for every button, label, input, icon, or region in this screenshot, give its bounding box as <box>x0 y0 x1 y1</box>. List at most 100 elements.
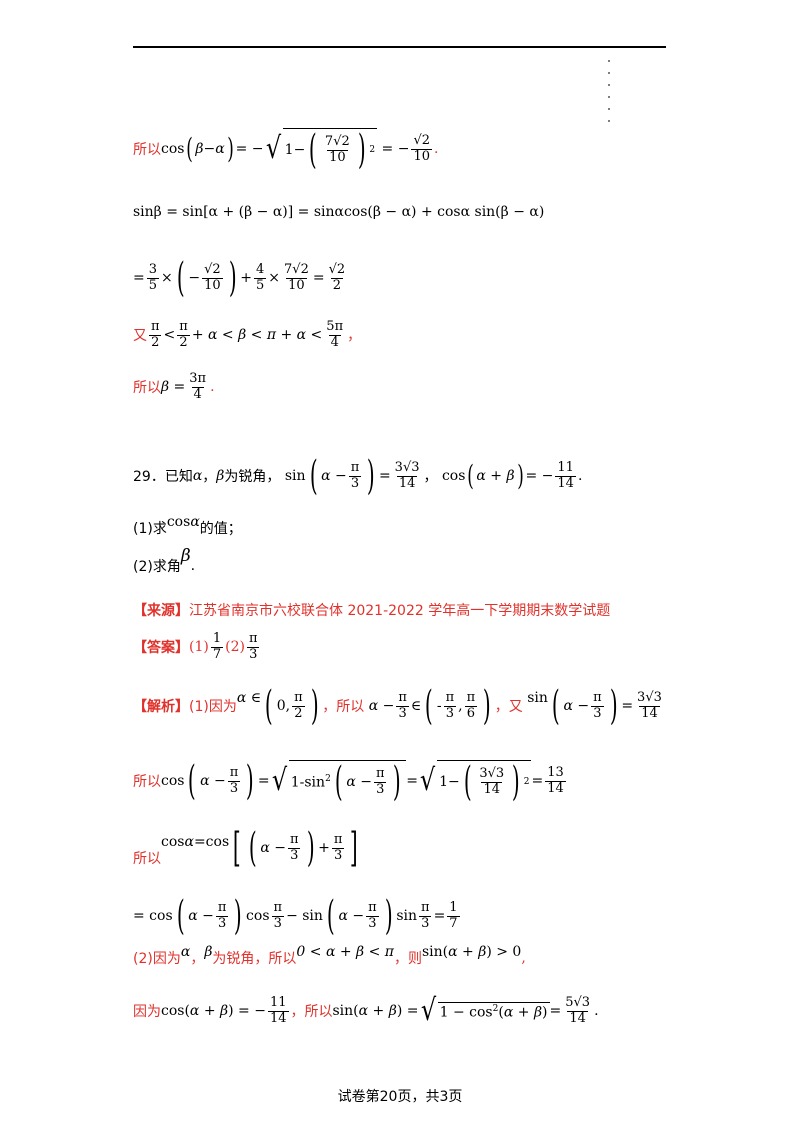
den: 4 <box>328 334 341 350</box>
paren: ( <box>176 893 185 939</box>
paren: ) <box>384 893 393 939</box>
so: ，所以 <box>322 699 365 715</box>
den: 10 <box>202 277 223 293</box>
prefix-suoyi: 所以 <box>133 380 161 397</box>
num: π <box>151 319 160 334</box>
acute-text: 为锐角， <box>224 469 281 485</box>
den: 14 <box>639 705 660 721</box>
num: π <box>350 459 360 475</box>
sqrt-expr: √ 1 − cos2(α + β) <box>419 996 550 1026</box>
part-2: (2)求角 β . <box>133 546 195 576</box>
comma: ， <box>190 951 205 967</box>
den: 3 <box>396 705 409 721</box>
beta-eq: β = <box>161 379 186 396</box>
frac-7root2-10: 7√2 10 <box>282 262 311 294</box>
den: 10 <box>286 277 307 293</box>
cos: cos <box>161 773 185 789</box>
den: 3 <box>366 915 379 931</box>
paren: ( <box>309 453 318 499</box>
den: 3 <box>271 915 284 931</box>
den: 3 <box>374 781 387 797</box>
num: √2 <box>328 261 346 277</box>
ans2: (2) <box>225 639 245 656</box>
num: 1 <box>212 631 222 646</box>
num: π <box>229 764 239 780</box>
question-number: 29．已知 <box>133 469 193 485</box>
den: 2 <box>177 334 190 350</box>
paren: ) <box>516 459 524 492</box>
eq: = <box>378 468 391 484</box>
paren: ) <box>226 132 234 165</box>
num: 7√2 <box>324 133 350 149</box>
num: 11 <box>557 459 574 475</box>
num: 3 <box>148 261 158 277</box>
one-minus: 1− <box>439 774 460 790</box>
header-rule <box>133 46 666 48</box>
eq: = <box>133 270 145 286</box>
frac-root2-10: √2 10 <box>411 133 433 165</box>
den: 4 <box>191 386 204 402</box>
source-text: 江苏省南京市六校联合体 2021-2022 学年高一下学期期末数学试题 <box>189 603 611 619</box>
cos: cos <box>246 908 270 924</box>
frac-13-14: 13 14 <box>545 765 566 797</box>
eq: = <box>312 270 325 286</box>
den: 5 <box>146 277 160 293</box>
p2-then: ，则 <box>393 951 422 967</box>
den: 3 <box>348 475 362 491</box>
bracket: [ <box>233 825 241 871</box>
alpha-minus: α − <box>188 908 214 924</box>
source-line: 【来源】 江苏省南京市六校联合体 2021-2022 学年高一下学期期末数学试题 <box>133 600 610 620</box>
den: 2 <box>330 277 343 293</box>
alpha-minus: α − <box>346 774 373 790</box>
num: 3π <box>189 371 207 386</box>
expr-cos: cos <box>161 141 185 157</box>
part1-tail: 的值； <box>199 521 242 537</box>
prefix-you: 又 <box>133 328 147 345</box>
so: 所以 <box>133 774 161 790</box>
eq: = <box>531 773 544 789</box>
frac-11-14: 11 14 <box>267 995 289 1027</box>
paren: ) <box>310 683 319 729</box>
minus: - <box>436 698 442 714</box>
alpha: α <box>180 944 191 960</box>
radical: √ <box>419 763 436 798</box>
eq-minus: = − <box>235 141 264 157</box>
den: 10 <box>411 148 433 164</box>
den: 3 <box>227 780 241 796</box>
num: π <box>368 899 377 915</box>
num: 1 <box>449 899 458 915</box>
solution-line-5: (2)因为 α ， β 为锐角，所以 0 < α + β < π ，则 sin(… <box>133 944 526 968</box>
paren: ( <box>186 132 194 165</box>
sqrt-body: 1− ( 7√2 10 ) 2 <box>282 128 378 170</box>
margin-dots <box>600 58 620 128</box>
ans1: (1) <box>189 639 209 656</box>
num: 3√3 <box>479 765 505 781</box>
comma: ， <box>347 328 362 345</box>
num: 5√3 <box>565 995 591 1010</box>
den: 14 <box>481 781 502 797</box>
den: 7 <box>447 915 460 931</box>
den: 14 <box>567 1010 588 1026</box>
alpha-minus: α − <box>563 698 590 714</box>
num: √2 <box>204 261 221 277</box>
paren: ) <box>512 759 520 805</box>
p3-so: ，所以 <box>290 1004 333 1021</box>
p2-intro: (2)因为 <box>133 951 181 967</box>
comma: , <box>521 950 526 966</box>
cos-alpha: cosα <box>166 514 200 530</box>
den: 14 <box>267 1010 289 1026</box>
num: π <box>179 319 188 334</box>
den: 3 <box>288 847 301 863</box>
den: 14 <box>555 475 576 491</box>
paren: ( <box>265 683 273 729</box>
